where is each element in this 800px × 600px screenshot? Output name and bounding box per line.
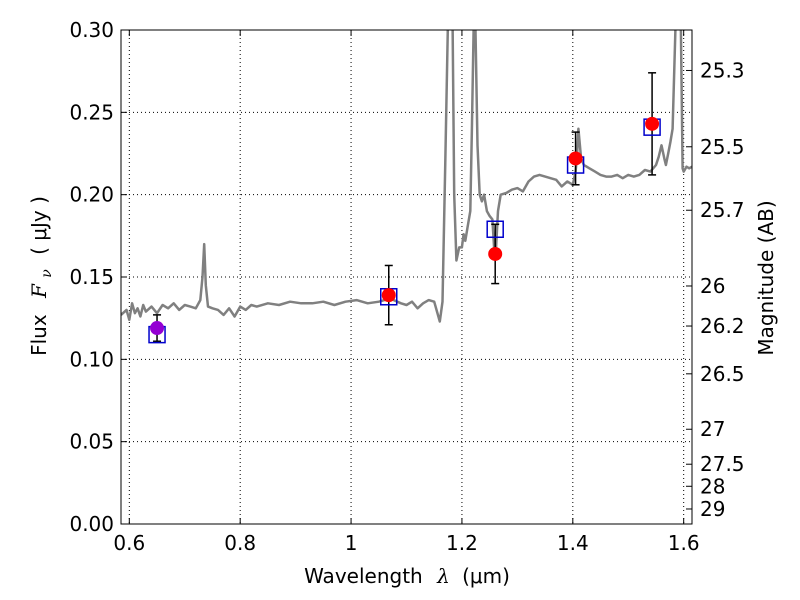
y-tick-label: 0.30 [69,18,114,42]
observed-point [568,151,583,166]
y-tick-label: 0.25 [69,100,114,124]
photometry-points [148,72,661,344]
model-point [486,220,504,238]
spectrum-line [121,30,692,323]
x-axis-label-math: λ [436,564,450,588]
x-tick-label: 1.2 [446,531,478,555]
mag-tick-label: 27.5 [700,452,745,476]
y-tick-label: 0.05 [69,430,114,454]
x-axis-label-unit: (μm) [462,564,510,588]
y-axis-label-unit: ( μJy ) [27,196,51,255]
x-axis-label: Wavelength λ (μm) [304,564,510,588]
mag-tick-label: 26 [700,274,725,298]
mag-tick-label: 29 [700,497,725,521]
x-tick-label: 1.6 [668,531,700,555]
x-tick-label: 0.8 [224,531,256,555]
mag-tick-label: 26.2 [700,314,745,338]
observed-point [381,288,396,303]
x-tick-label: 1 [345,531,358,555]
y-tick-label: 0.10 [69,347,114,371]
mag-tick-label: 28 [700,474,725,498]
y-axis-label-math: F [27,283,51,299]
spectrum-series [121,30,692,323]
mag-tick-label: 26.5 [700,362,745,386]
x-tick-label: 1.4 [557,531,589,555]
mag-tick-label: 27 [700,417,725,441]
y-axis-label: Flux F ν ( μJy ) [27,196,56,356]
mag-tick-label: 25.7 [700,198,745,222]
x-tick-label: 0.6 [113,531,145,555]
y-axis-label-text: Flux [27,314,51,356]
y-tick-label: 0.00 [69,512,114,536]
x-axis-label-text: Wavelength [304,564,423,588]
mag-tick-label: 25.3 [700,58,745,82]
observed-point [488,246,503,261]
ticks: 0.6 0.8 1 1.2 1.4 1.6 0.00 0.05 0.10 0.15 0.20 0.25… [69,18,744,555]
observed-point [645,116,660,131]
observed-point [150,321,165,336]
y-tick-label: 0.20 [69,183,114,207]
y-axis-label-sub: ν [39,269,55,278]
y-tick-label: 0.15 [69,265,114,289]
mag-tick-label: 25.5 [700,135,745,159]
y2-axis-label: Magnitude (AB) [754,200,778,355]
